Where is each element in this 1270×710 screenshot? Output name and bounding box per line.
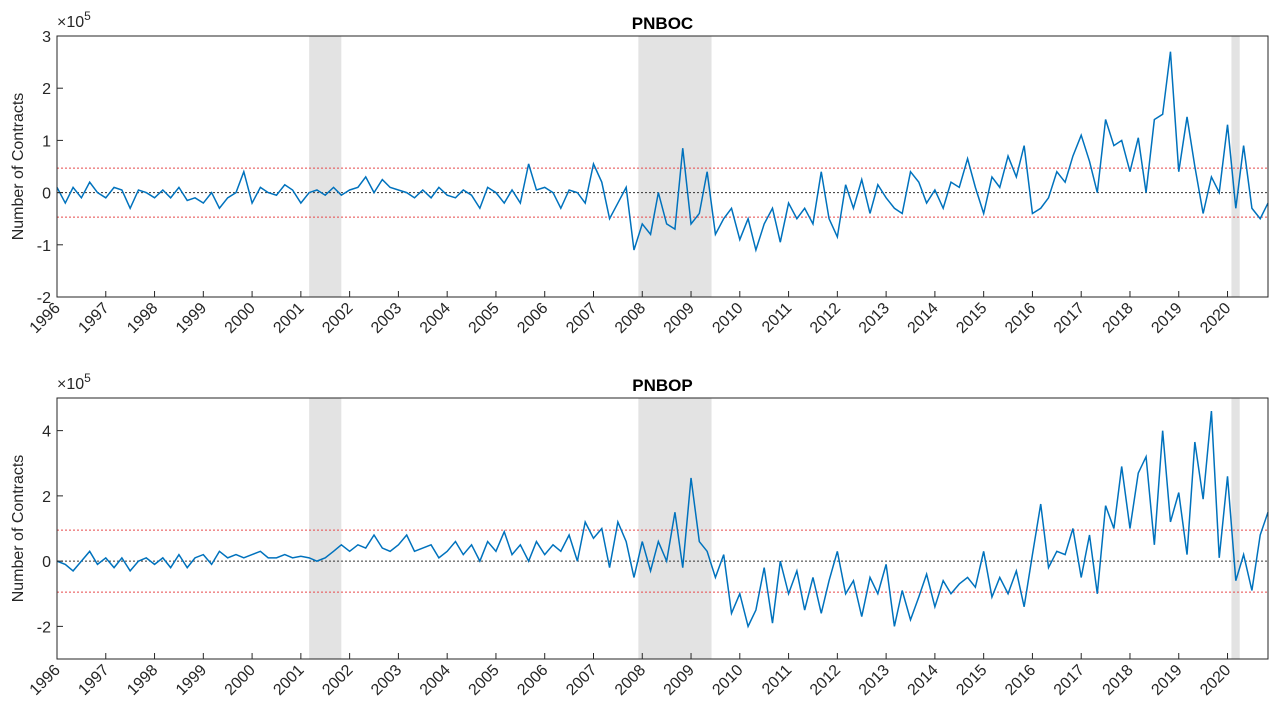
x-tick-label: 2017: [1051, 300, 1088, 337]
x-tick-label: 2009: [661, 662, 698, 699]
y-exponent: ×105: [57, 9, 91, 31]
y-exponent: ×105: [57, 371, 91, 393]
recession-band: [1231, 398, 1240, 659]
x-tick-label: 2001: [270, 662, 307, 699]
x-tick-label: 2001: [270, 300, 307, 337]
x-tick-label: 2017: [1051, 662, 1088, 699]
y-tick-label: 2: [42, 489, 51, 506]
x-tick-label: 2018: [1100, 662, 1137, 699]
recession-band: [309, 36, 342, 297]
exponent-power: 5: [84, 371, 91, 385]
x-tick-label: 2014: [905, 300, 942, 337]
x-tick-label: 2013: [856, 300, 893, 337]
x-tick-label: 2015: [953, 662, 990, 699]
x-tick-label: 1997: [75, 662, 112, 699]
y-tick-label: 0: [42, 554, 51, 571]
y-tick-label: -2: [37, 619, 51, 636]
x-tick-label: 2007: [563, 300, 600, 337]
x-tick-label: 1999: [173, 662, 210, 699]
x-tick-label: 2018: [1100, 300, 1137, 337]
exponent-base: ×10: [57, 14, 84, 31]
x-tick-label: 2012: [807, 662, 844, 699]
y-tick-label: 0: [42, 186, 51, 203]
x-tick-label: 1998: [124, 662, 161, 699]
x-tick-label: 2011: [759, 662, 795, 698]
chart-title: PNBOC: [632, 14, 693, 33]
x-tick-label: 2019: [1148, 300, 1185, 337]
x-tick-label: 2020: [1197, 300, 1234, 337]
x-tick-label: 2006: [514, 300, 551, 337]
y-tick-label: -2: [37, 290, 51, 307]
x-tick-label: 2003: [368, 662, 405, 699]
recession-band: [1231, 36, 1240, 297]
x-tick-label: 2008: [612, 300, 649, 337]
y-tick-label: 3: [42, 29, 51, 46]
axes-box: [56, 35, 1269, 298]
x-tick-label: 2002: [319, 662, 356, 699]
x-tick-label: 1996: [27, 662, 64, 699]
axes-box: [56, 397, 1269, 660]
x-tick-label: 2014: [905, 662, 942, 699]
x-tick-label: 1996: [27, 300, 64, 337]
x-tick-label: 2002: [319, 300, 356, 337]
chart-title: PNBOP: [632, 376, 692, 395]
x-tick-label: 1998: [124, 300, 161, 337]
x-tick-label: 2015: [953, 300, 990, 337]
y-axis-label: Number of Contracts: [10, 93, 27, 241]
x-tick-label: 2016: [1002, 662, 1039, 699]
x-tick-label: 2016: [1002, 300, 1039, 337]
data-line: [56, 51, 1269, 253]
x-tick-label: 2012: [807, 300, 844, 337]
data-line: [56, 410, 1269, 629]
x-tick-label: 2003: [368, 300, 405, 337]
recession-band: [638, 36, 712, 297]
x-tick-label: 2006: [514, 662, 551, 699]
exponent-power: 5: [84, 9, 91, 23]
recession-band: [638, 398, 712, 659]
exponent-base: ×10: [57, 376, 84, 393]
x-tick-label: 2005: [466, 662, 503, 699]
x-tick-label: 2007: [563, 662, 600, 699]
x-tick-label: 2010: [709, 300, 746, 337]
x-tick-label: 2008: [612, 662, 649, 699]
x-tick-label: 2000: [222, 662, 259, 699]
x-tick-label: 2011: [759, 300, 795, 336]
y-tick-label: 1: [42, 133, 51, 150]
x-tick-label: 2000: [222, 300, 259, 337]
y-tick-label: 2: [42, 81, 51, 98]
x-tick-label: 2020: [1197, 662, 1234, 699]
y-tick-label: -1: [37, 238, 51, 255]
x-tick-label: 2005: [466, 300, 503, 337]
x-tick-label: 2004: [417, 662, 454, 699]
x-tick-label: 2013: [856, 662, 893, 699]
x-tick-label: 1999: [173, 300, 210, 337]
recession-band: [309, 398, 342, 659]
y-axis-label: Number of Contracts: [10, 455, 27, 603]
x-tick-label: 2004: [417, 300, 454, 337]
x-tick-label: 1997: [75, 300, 112, 337]
y-tick-label: 4: [42, 424, 51, 441]
x-tick-label: 2009: [661, 300, 698, 337]
x-tick-label: 2010: [709, 662, 746, 699]
x-tick-label: 2019: [1148, 662, 1185, 699]
